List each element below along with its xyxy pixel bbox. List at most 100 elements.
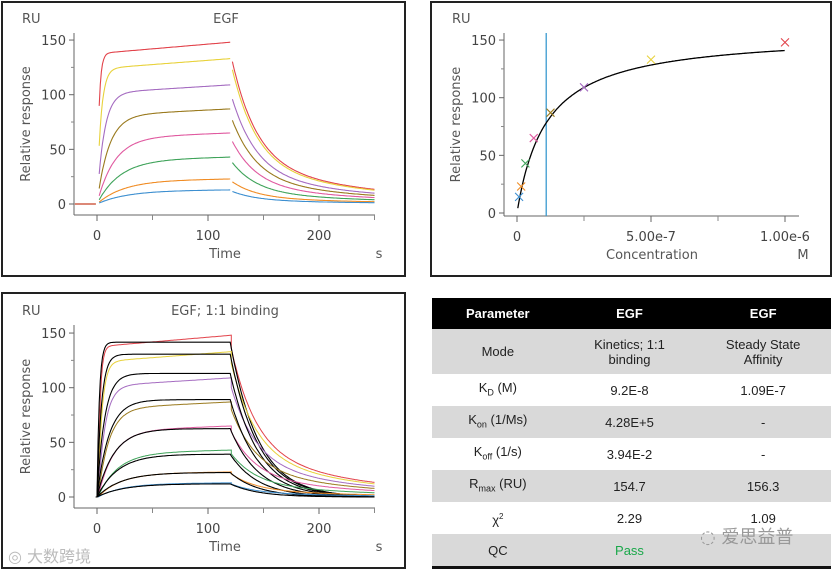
data-point-7 xyxy=(646,55,656,65)
x-tick-label: 0 xyxy=(513,230,521,245)
x-axis-label: Time xyxy=(208,540,241,555)
y-axis-label: Relative response xyxy=(19,359,34,475)
association-curve-8 xyxy=(98,189,231,204)
table-row: QC Pass xyxy=(432,534,831,568)
dissociation-curve-2 xyxy=(231,69,375,191)
dissociation-curve-7 xyxy=(232,181,375,203)
association-curve-4 xyxy=(98,108,231,189)
association-curve-5 xyxy=(98,132,231,196)
data-point-2 xyxy=(516,182,526,191)
x-unit-label: M xyxy=(797,248,808,263)
association-curve-2 xyxy=(98,58,231,146)
measured-curve-8 xyxy=(97,482,375,498)
value: Steady State Affinity xyxy=(695,329,831,374)
param-chi2: χ2 xyxy=(492,511,504,528)
y-tick-label: 0 xyxy=(58,491,66,506)
table-row: χ2 2.29 1.09 xyxy=(432,502,831,534)
value: 1.09 xyxy=(750,510,776,526)
table-row: Kon (1/Ms) 4.28E+5 - xyxy=(432,406,831,438)
value: 156.3 xyxy=(695,470,831,502)
dissociation-curve-4 xyxy=(231,120,375,196)
x-axis-label: Concentration xyxy=(606,248,698,263)
association-curve-3 xyxy=(98,84,231,174)
y-tick-label: 50 xyxy=(479,149,496,164)
value: - xyxy=(760,446,766,462)
kinetic-fit-panel xyxy=(1,292,406,569)
y-tick-label: 50 xyxy=(49,436,66,451)
association-curve-7 xyxy=(98,178,231,203)
chart-title: EGF xyxy=(213,12,239,27)
param-qc: QC xyxy=(432,534,564,568)
param-mode: Mode xyxy=(432,329,564,374)
data-point-6 xyxy=(579,82,589,92)
x-unit-label: s xyxy=(376,540,383,555)
watermark-logo: ◌ 爱思益普 xyxy=(700,527,794,548)
value: 4.28E+5 xyxy=(563,406,696,438)
fit-curve-2 xyxy=(95,353,375,498)
y-tick-label: 50 xyxy=(49,143,66,158)
y-unit-label: RU xyxy=(452,12,471,27)
affinity-fit-curve xyxy=(517,49,785,209)
x-axis-label: Time xyxy=(208,247,241,262)
value: 1.09E-7 xyxy=(740,382,786,398)
value: 154.7 xyxy=(563,470,696,502)
data-point-4 xyxy=(529,133,539,143)
x-unit-label: s xyxy=(376,247,383,262)
y-tick-label: 150 xyxy=(41,34,66,49)
y-axis-label: Relative response xyxy=(449,67,464,183)
dissociation-curve-6 xyxy=(231,162,375,201)
param-rmax: Rmax (RU) xyxy=(432,470,564,502)
fit-curve-4 xyxy=(95,399,375,498)
header-egf-kinetics: EGF xyxy=(563,298,696,329)
y-tick-label: 100 xyxy=(41,382,66,397)
association-curve-1 xyxy=(98,41,231,106)
table-row: Mode Kinetics; 1:1 binding Steady State … xyxy=(432,329,831,374)
data-point-3 xyxy=(520,159,530,168)
association-curve-6 xyxy=(98,156,231,201)
x-tick-label: 100 xyxy=(196,229,221,244)
x-tick-label: 0 xyxy=(93,229,101,244)
steady-state-panel xyxy=(430,1,832,277)
data-point-8 xyxy=(780,37,790,47)
y-tick-label: 100 xyxy=(41,89,66,104)
dissociation-curve-3 xyxy=(231,99,375,194)
header-egf-affinity: EGF xyxy=(695,298,831,329)
chart-title: EGF; 1:1 binding xyxy=(171,304,279,319)
results-table: Parameter EGF EGF Mode Kinetics; 1:1 bin… xyxy=(432,298,831,569)
value: 2.29 xyxy=(616,510,643,526)
param-kd: KD (M) xyxy=(478,379,517,398)
x-tick-label: 200 xyxy=(307,229,332,244)
table-row: Koff (1/s) 3.94E-2 - xyxy=(432,438,831,470)
x-tick-label: 0 xyxy=(93,522,101,537)
watermark-logo: ◎ 大数跨境 xyxy=(8,547,92,566)
y-tick-label: 150 xyxy=(41,327,66,342)
dissociation-curve-5 xyxy=(231,141,375,199)
measured-curve-1 xyxy=(97,334,375,498)
y-tick-label: 150 xyxy=(471,34,496,49)
sensorgram-panel xyxy=(1,1,406,277)
x-tick-label: 1.00e-6 xyxy=(760,230,810,245)
table-row: KD (M) 9.2E-8 1.09E-7 xyxy=(432,374,831,406)
value: Kinetics; 1:1 binding xyxy=(563,329,696,374)
dissociation-curve-8 xyxy=(232,190,375,204)
dissociation-curve-1 xyxy=(231,61,375,190)
y-tick-label: 0 xyxy=(58,198,66,213)
y-unit-label: RU xyxy=(22,304,41,319)
param-kon: Kon (1/Ms) xyxy=(432,406,564,438)
x-tick-label: 200 xyxy=(307,522,332,537)
fit-curve-8 xyxy=(95,483,375,498)
value: - xyxy=(695,406,831,438)
y-axis-label: Relative response xyxy=(19,66,34,182)
measured-curve-4 xyxy=(97,401,375,498)
table-row: Rmax (RU) 154.7 156.3 xyxy=(432,470,831,502)
y-unit-label: RU xyxy=(22,12,41,27)
x-tick-label: 5.00e-7 xyxy=(626,230,676,245)
data-point-1 xyxy=(514,192,524,202)
qc-pass-value: Pass xyxy=(563,534,696,568)
measured-curve-3 xyxy=(97,377,375,498)
data-point-5 xyxy=(546,108,555,118)
table-header: Parameter EGF EGF xyxy=(432,298,831,329)
x-tick-label: 100 xyxy=(196,522,221,537)
